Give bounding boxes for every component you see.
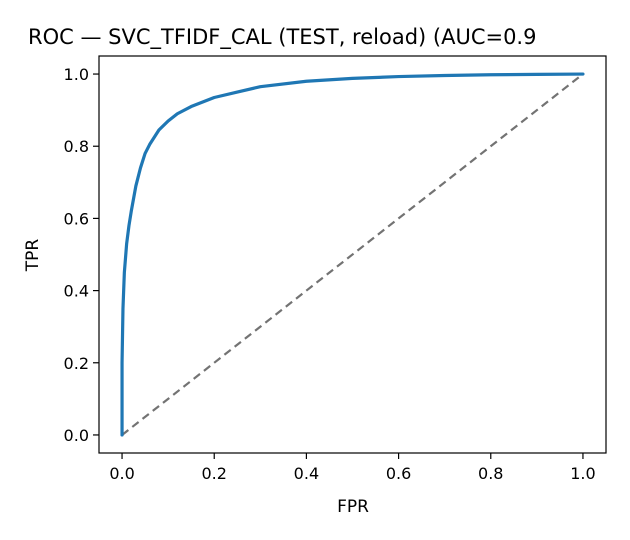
y-axis-label: TPR [23,239,43,273]
y-tick-label: 0.8 [64,137,89,156]
x-tick-label: 1.0 [570,464,595,483]
x-tick-label: 0.2 [202,464,227,483]
y-axis: 0.0 0.2 0.4 0.6 0.8 1.0 [64,65,99,445]
chart-title: ROC — SVC_TFIDF_CAL (TEST, reload) (AUC=… [28,25,536,50]
y-tick-label: 0.6 [64,209,89,228]
x-tick-label: 0.6 [386,464,411,483]
y-tick-label: 0.0 [64,426,89,445]
y-tick-label: 1.0 [64,65,89,84]
y-tick-label: 0.2 [64,354,89,373]
x-axis-label: FPR [337,497,369,517]
chance-diagonal-line [121,73,584,436]
series-layer [120,72,585,437]
x-tick-label: 0.4 [294,464,319,483]
y-tick-label: 0.4 [64,282,89,301]
x-tick-label: 0.0 [109,464,134,483]
x-axis: 0.0 0.2 0.4 0.6 0.8 1.0 [109,453,596,483]
plot-frame [98,55,607,454]
roc-curve-line [120,72,585,437]
x-tick-label: 0.8 [478,464,503,483]
